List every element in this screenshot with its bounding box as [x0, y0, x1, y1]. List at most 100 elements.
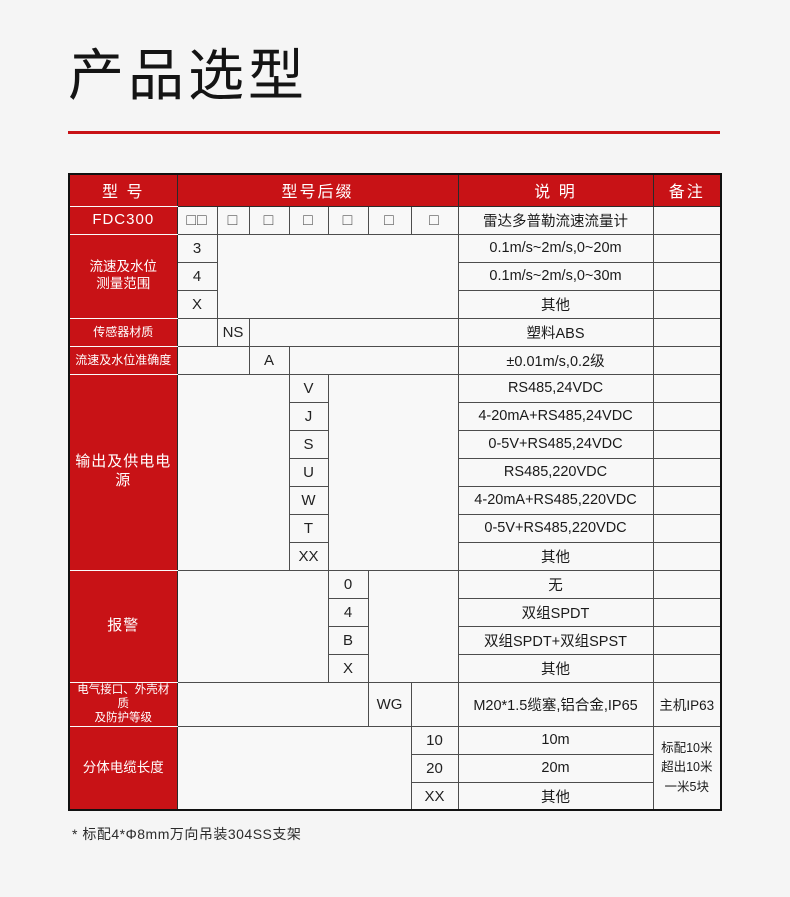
remark-cell — [652, 345, 722, 375]
empty-spacer-cell — [176, 345, 250, 375]
option-code-cell: A — [248, 345, 290, 375]
remark-cell: 主机IP63 — [652, 681, 722, 727]
description-cell: 4-20mA+RS485,220VDC — [457, 485, 654, 515]
suffix-box-cell: □ — [327, 205, 369, 235]
description-cell: 0.1m/s~2m/s,0~30m — [457, 261, 654, 291]
suffix-box-cell: □ — [410, 205, 459, 235]
option-code-cell: S — [288, 429, 329, 459]
description-cell: 其他 — [457, 653, 654, 683]
remark-cell — [652, 401, 722, 431]
option-row: 电气接口、外壳材质 及防护等级 WG M20*1.5缆塞,铝合金,IP65 主机… — [68, 681, 722, 727]
table-header-row: 型 号 型号后缀 说 明 备注 — [68, 173, 722, 207]
page-title: 产品选型 — [68, 44, 308, 107]
option-code-cell: XX — [410, 781, 459, 811]
option-row: T 0-5V+RS485,220VDC — [69, 513, 722, 543]
section-label-cell: 输出及供电电源 — [68, 373, 178, 571]
suffix-box-cell: □ — [288, 205, 329, 235]
option-code-cell: X — [176, 289, 218, 319]
description-cell: RS485,24VDC — [457, 373, 654, 403]
description-cell: ±0.01m/s,0.2级 — [457, 345, 654, 375]
description-cell: 双组SPDT — [457, 597, 654, 627]
remark-cell — [652, 541, 722, 571]
model-row: FDC300 □□ □ □ □ □ □ □ 雷达多普勒流速流量计 — [68, 205, 722, 235]
remark-cell — [652, 261, 722, 291]
remark-cell — [652, 233, 722, 263]
option-row: W 4-20mA+RS485,220VDC — [69, 485, 722, 515]
option-code-cell: 4 — [327, 597, 369, 627]
suffix-box-cell: □ — [216, 205, 250, 235]
description-cell: RS485,220VDC — [457, 457, 654, 487]
option-code-cell: XX — [288, 541, 329, 571]
empty-spacer-cell — [367, 569, 459, 683]
description-cell: 无 — [457, 569, 654, 599]
option-row: J 4-20mA+RS485,24VDC — [69, 401, 722, 431]
description-cell: 4-20mA+RS485,24VDC — [457, 401, 654, 431]
empty-spacer-cell — [176, 317, 218, 347]
remark-cell — [652, 569, 722, 599]
suffix-box-cell: □ — [248, 205, 290, 235]
empty-spacer-cell — [327, 373, 459, 571]
empty-spacer-cell — [176, 569, 329, 683]
option-code-cell: 4 — [176, 261, 218, 291]
empty-spacer-cell — [176, 725, 412, 811]
empty-spacer-cell — [176, 681, 369, 727]
option-row: 输出及供电电源 V RS485,24VDC — [68, 373, 722, 571]
description-cell: 0.1m/s~2m/s,0~20m — [457, 233, 654, 263]
option-row: B 双组SPDT+双组SPST — [69, 625, 722, 655]
col-header-description: 说 明 — [457, 173, 654, 207]
option-code-cell: WG — [367, 681, 412, 727]
remark-cell — [652, 457, 722, 487]
option-code-cell: 10 — [410, 725, 459, 755]
empty-spacer-cell — [410, 681, 459, 727]
option-code-cell: B — [327, 625, 369, 655]
option-row: 流速及水位准确度 A ±0.01m/s,0.2级 — [68, 345, 722, 375]
empty-spacer-cell — [288, 345, 459, 375]
description-cell: 0-5V+RS485,220VDC — [457, 513, 654, 543]
suffix-box-cell: □□ — [176, 205, 218, 235]
option-row: 20 20m — [69, 753, 721, 783]
option-row: 分体电缆长度 10 10m 标配10米 超出10米 一米5块 — [68, 725, 722, 811]
col-header-suffix: 型号后缀 — [176, 173, 459, 207]
remark-cell — [652, 625, 722, 655]
description-cell: 20m — [457, 753, 654, 783]
option-code-cell: NS — [216, 317, 250, 347]
option-row: 传感器材质 NS 塑料ABS — [68, 317, 722, 347]
option-code-cell: 0 — [327, 569, 369, 599]
description-cell: 其他 — [457, 289, 654, 319]
description-cell: M20*1.5缆塞,铝合金,IP65 — [457, 681, 654, 727]
remark-cell — [652, 317, 722, 347]
empty-spacer-cell — [248, 317, 459, 347]
section-label-cell: 流速及水位准确度 — [68, 345, 178, 375]
col-header-model: 型 号 — [68, 173, 178, 207]
option-row: X 其他 — [69, 653, 722, 683]
title-divider — [68, 131, 720, 135]
footnote: * 标配4*Φ8mm万向吊装304SS支架 — [72, 826, 302, 843]
empty-spacer-cell — [216, 233, 459, 319]
description-cell: 其他 — [457, 541, 654, 571]
section-label-cell: 电气接口、外壳材质 及防护等级 — [68, 681, 178, 727]
option-row: 4 0.1m/s~2m/s,0~30m — [69, 261, 722, 291]
section-label-cell: 流速及水位 测量范围 — [68, 233, 178, 319]
description-cell: 其他 — [457, 781, 654, 811]
section-label-cell: 分体电缆长度 — [68, 725, 178, 811]
description-cell: 0-5V+RS485,24VDC — [457, 429, 654, 459]
suffix-box-cell: □ — [367, 205, 412, 235]
option-code-cell: 3 — [176, 233, 218, 263]
remark-cell — [652, 653, 722, 683]
model-name-cell: FDC300 — [68, 205, 178, 235]
option-row: U RS485,220VDC — [69, 457, 722, 487]
remark-cell — [652, 289, 722, 319]
description-cell: 雷达多普勒流速流量计 — [457, 205, 654, 235]
page-content: 产品选型 型 号 型号后缀 说 明 备注 FDC300 □□ □ □ □ □ □… — [68, 42, 723, 844]
option-row: 报警 0 无 — [68, 569, 722, 683]
section-label-cell: 报警 — [68, 569, 178, 683]
option-code-cell: U — [288, 457, 329, 487]
col-header-remark: 备注 — [652, 173, 722, 207]
option-code-cell: J — [288, 401, 329, 431]
section-label-cell: 传感器材质 — [68, 317, 178, 347]
description-cell: 双组SPDT+双组SPST — [457, 625, 654, 655]
remark-cell — [652, 485, 722, 515]
product-selection-table: 型 号 型号后缀 说 明 备注 FDC300 □□ □ □ □ □ □ □ 雷达… — [68, 173, 723, 812]
option-code-cell: W — [288, 485, 329, 515]
remark-cell — [652, 597, 722, 627]
